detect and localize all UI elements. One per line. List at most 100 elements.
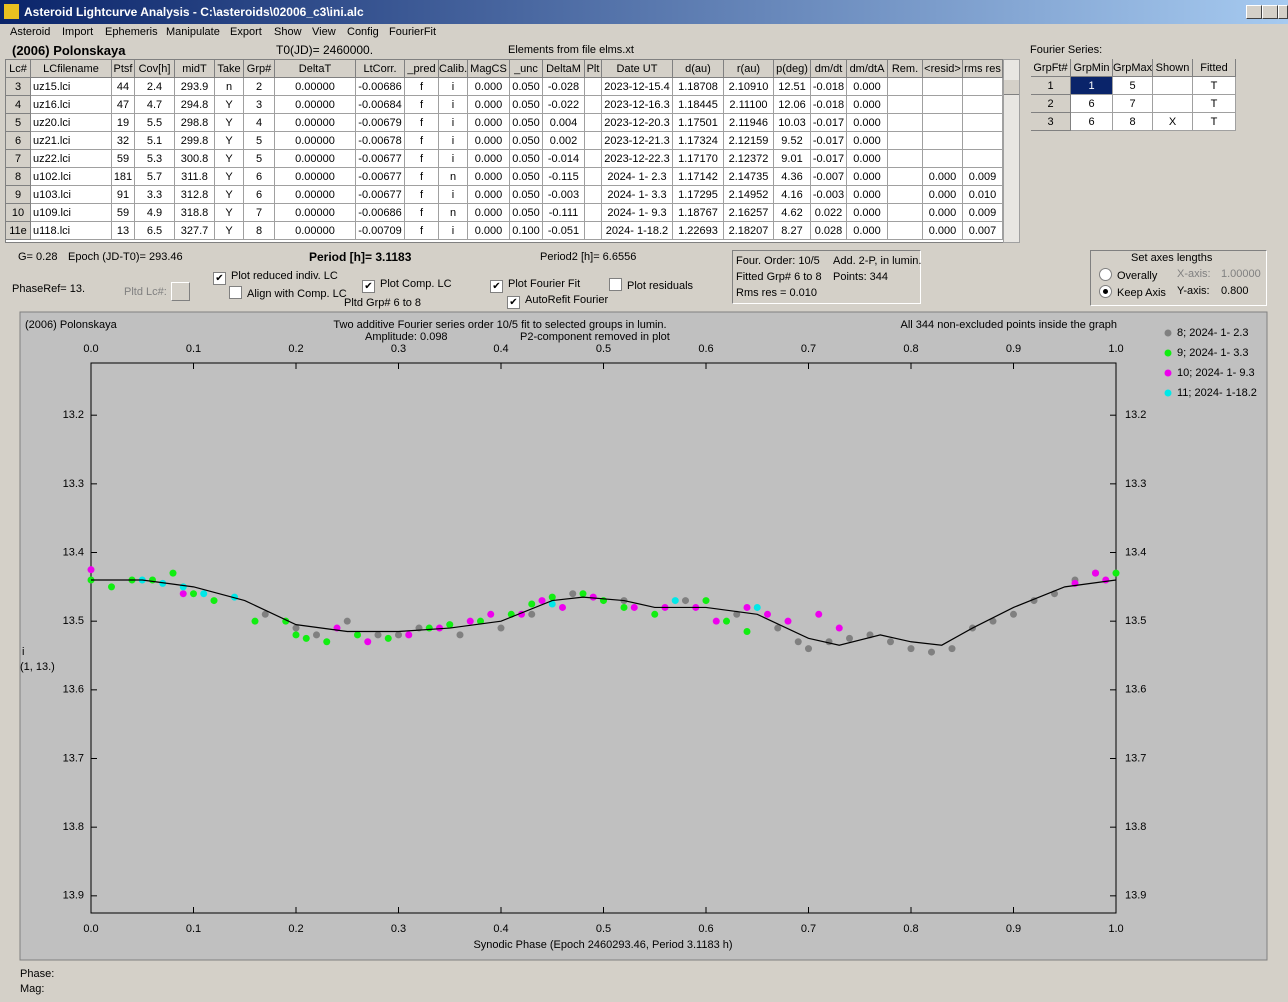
table-cell[interactable]: 47 bbox=[112, 96, 135, 114]
checkbox[interactable]: Align with Comp. LC bbox=[229, 286, 347, 300]
table-cell[interactable] bbox=[923, 114, 963, 132]
checkbox[interactable]: ✔ Plot Fourier Fit bbox=[490, 278, 580, 293]
table-cell[interactable]: 0.009 bbox=[963, 204, 1003, 222]
table-cell[interactable] bbox=[963, 132, 1003, 150]
table-cell[interactable]: 1.17142 bbox=[673, 168, 724, 186]
table-cell[interactable]: 4.16 bbox=[774, 186, 811, 204]
table-cell[interactable]: f bbox=[405, 78, 439, 96]
column-header[interactable]: Calib. bbox=[439, 60, 468, 78]
scroll-thumb[interactable] bbox=[1004, 80, 1019, 95]
table-cell[interactable]: -0.00709 bbox=[356, 222, 405, 240]
table-cell[interactable]: 0.000 bbox=[847, 96, 888, 114]
table-cell[interactable]: 0.000 bbox=[468, 96, 510, 114]
column-header[interactable]: DeltaM bbox=[543, 60, 585, 78]
table-cell[interactable]: 2.11946 bbox=[724, 114, 774, 132]
table-cell[interactable]: 0.000 bbox=[847, 132, 888, 150]
table-cell[interactable]: 0.000 bbox=[847, 114, 888, 132]
table-cell[interactable]: f bbox=[405, 132, 439, 150]
table-cell[interactable]: -0.00677 bbox=[356, 168, 405, 186]
table-cell[interactable]: 8.27 bbox=[774, 222, 811, 240]
table-cell[interactable]: 2023-12-20.3 bbox=[602, 114, 673, 132]
spin-button[interactable] bbox=[171, 282, 190, 301]
table-cell[interactable] bbox=[888, 78, 923, 96]
table-cell[interactable]: Y bbox=[215, 114, 244, 132]
table-cell[interactable]: f bbox=[405, 150, 439, 168]
table-cell[interactable] bbox=[963, 96, 1003, 114]
table-cell[interactable]: Y bbox=[215, 132, 244, 150]
table-cell[interactable]: -0.00677 bbox=[356, 150, 405, 168]
y-axis-value[interactable]: 0.800 bbox=[1221, 285, 1249, 297]
table-cell[interactable]: -0.00679 bbox=[356, 114, 405, 132]
checkbox-label[interactable]: Plot reduced indiv. LC bbox=[231, 270, 338, 282]
row-header[interactable]: 2 bbox=[1031, 95, 1071, 113]
table-cell[interactable]: 0.002 bbox=[543, 132, 585, 150]
checkbox[interactable]: ✔ AutoRefit Fourier bbox=[507, 294, 608, 309]
fourier-table[interactable]: GrpFt# GrpMin GrpMax Shown Fitted 1 1 5 T 2 6 7 T 3 6 8… bbox=[1031, 59, 1236, 131]
table-cell[interactable]: 91 bbox=[112, 186, 135, 204]
table-cell[interactable]: 1.17324 bbox=[673, 132, 724, 150]
column-header[interactable]: rms res bbox=[963, 60, 1003, 78]
table-cell[interactable]: 0.000 bbox=[923, 222, 963, 240]
table-cell[interactable]: T bbox=[1193, 77, 1236, 95]
menu-item[interactable]: Manipulate bbox=[166, 26, 220, 38]
table-cell[interactable]: -0.007 bbox=[811, 168, 847, 186]
checkbox-label[interactable]: AutoRefit Fourier bbox=[525, 294, 609, 306]
column-header[interactable]: r(au) bbox=[724, 60, 774, 78]
table-cell[interactable]: 7 bbox=[244, 204, 275, 222]
table-cell[interactable]: 10.03 bbox=[774, 114, 811, 132]
row-header[interactable]: 3 bbox=[1031, 113, 1071, 131]
table-cell[interactable]: 0.028 bbox=[811, 222, 847, 240]
table-cell[interactable]: uz21.lci bbox=[31, 132, 112, 150]
table-cell[interactable]: 0.000 bbox=[468, 114, 510, 132]
table-cell[interactable]: 9.52 bbox=[774, 132, 811, 150]
table-cell[interactable] bbox=[923, 150, 963, 168]
table-cell[interactable]: Y bbox=[215, 96, 244, 114]
table-cell[interactable]: 59 bbox=[112, 150, 135, 168]
table-cell[interactable]: 312.8 bbox=[175, 186, 215, 204]
minimize-button[interactable] bbox=[1246, 5, 1262, 19]
table-cell[interactable]: 1.18445 bbox=[673, 96, 724, 114]
table-cell[interactable]: 293.9 bbox=[175, 78, 215, 96]
table-cell[interactable]: 5.3 bbox=[135, 150, 175, 168]
checkbox-box[interactable]: ✔ bbox=[213, 272, 226, 285]
table-cell[interactable]: i bbox=[439, 150, 468, 168]
table-cell[interactable]: u118.lci bbox=[31, 222, 112, 240]
table-cell[interactable]: 0.050 bbox=[510, 186, 543, 204]
table-cell[interactable]: 6.5 bbox=[135, 222, 175, 240]
table-cell[interactable]: -0.003 bbox=[543, 186, 585, 204]
table-cell[interactable]: 0.00000 bbox=[275, 96, 356, 114]
table-cell[interactable]: f bbox=[405, 114, 439, 132]
menu-item[interactable]: Ephemeris bbox=[105, 26, 158, 38]
table-cell[interactable]: 0.000 bbox=[468, 222, 510, 240]
table-cell[interactable]: uz22.lci bbox=[31, 150, 112, 168]
table-cell[interactable] bbox=[1153, 95, 1193, 113]
table-cell[interactable] bbox=[963, 150, 1003, 168]
table-cell[interactable]: n bbox=[439, 168, 468, 186]
table-cell[interactable] bbox=[585, 114, 602, 132]
table-cell[interactable]: 12.06 bbox=[774, 96, 811, 114]
table-cell[interactable]: X bbox=[1153, 113, 1193, 131]
table-cell[interactable]: 2023-12-15.4 bbox=[602, 78, 673, 96]
table-cell[interactable]: 0.000 bbox=[847, 186, 888, 204]
checkbox-box[interactable]: ✔ bbox=[362, 280, 375, 293]
table-cell[interactable]: 0.000 bbox=[468, 168, 510, 186]
radio[interactable]: Overally bbox=[1099, 268, 1157, 282]
table-cell[interactable]: i bbox=[439, 186, 468, 204]
table-cell[interactable]: i bbox=[439, 114, 468, 132]
table-cell[interactable]: -0.014 bbox=[543, 150, 585, 168]
menu-item[interactable]: Asteroid bbox=[10, 26, 51, 38]
table-cell[interactable]: -0.111 bbox=[543, 204, 585, 222]
table-cell[interactable]: 2.12159 bbox=[724, 132, 774, 150]
table-cell[interactable]: 19 bbox=[112, 114, 135, 132]
column-header[interactable]: Date UT bbox=[602, 60, 673, 78]
table-cell[interactable]: 0.022 bbox=[811, 204, 847, 222]
checkbox-box[interactable] bbox=[609, 278, 622, 291]
table-cell[interactable]: uz16.lci bbox=[31, 96, 112, 114]
table-cell[interactable] bbox=[923, 96, 963, 114]
column-header[interactable]: DeltaT bbox=[275, 60, 356, 78]
column-header[interactable]: <resid> bbox=[923, 60, 963, 78]
table-cell[interactable]: 3 bbox=[244, 96, 275, 114]
column-header[interactable]: p(deg) bbox=[774, 60, 811, 78]
maximize-button[interactable] bbox=[1262, 5, 1278, 19]
table-cell[interactable]: 0.007 bbox=[963, 222, 1003, 240]
